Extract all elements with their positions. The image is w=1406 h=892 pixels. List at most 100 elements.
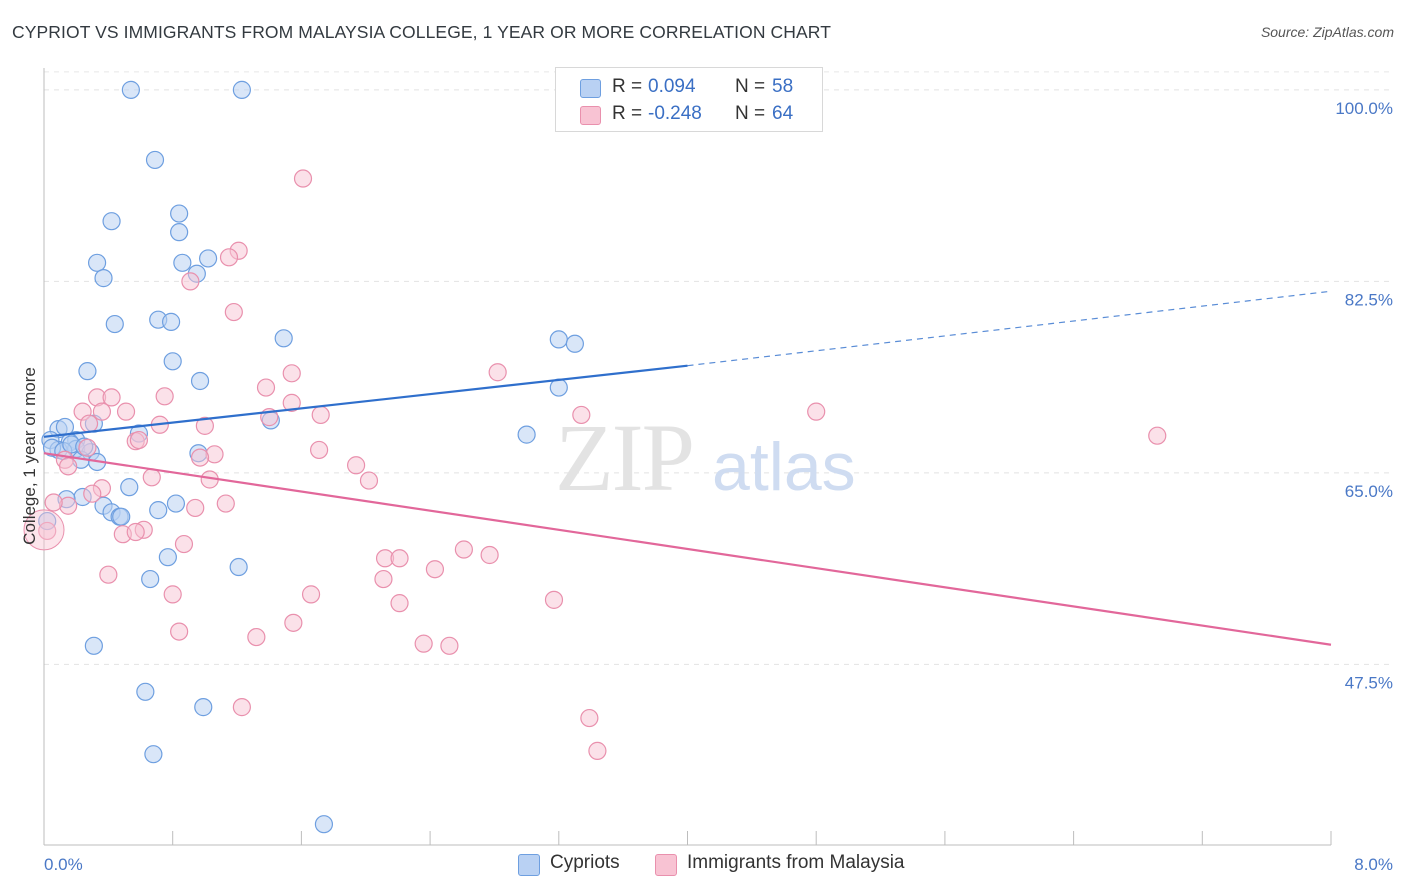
malaysia-point: [572, 405, 591, 425]
malaysia-point: [44, 493, 63, 512]
axes: [43, 68, 1332, 846]
cypriots-point: [163, 352, 182, 371]
malaysia-point: [102, 388, 121, 407]
y-tick-label: 65.0%: [1345, 482, 1393, 501]
y-axis-label: College, 1 year or more: [20, 367, 39, 545]
x-tick-label: 8.0%: [1354, 855, 1393, 874]
malaysia-point: [78, 438, 97, 457]
malaysia-point: [83, 484, 102, 503]
malaysia-point: [480, 545, 499, 565]
malaysia-point: [390, 549, 409, 568]
malaysia-point: [1148, 426, 1167, 445]
r-label: R =: [612, 103, 643, 124]
cypriots-point: [136, 682, 155, 701]
malaysia-point: [301, 585, 321, 604]
cypriots-point: [102, 212, 121, 231]
malaysia-point: [247, 627, 266, 647]
y-tick-label: 100.0%: [1335, 99, 1393, 118]
malaysia-point: [23, 509, 65, 551]
malaysia-point: [588, 741, 607, 760]
cypriots-points: [38, 80, 584, 834]
malaysia-point: [311, 405, 330, 425]
malaysia-point: [126, 522, 145, 542]
malaysia-point: [129, 430, 149, 450]
malaysia-points: [23, 169, 1167, 760]
cypriots-point: [120, 478, 139, 497]
malaysia-point: [224, 302, 243, 322]
malaysia-point: [580, 708, 599, 728]
malaysia-point: [181, 272, 200, 291]
malaysia-point: [282, 393, 301, 412]
malaysia-point: [293, 169, 313, 188]
cypriots-point: [274, 329, 293, 348]
malaysia-point: [390, 594, 409, 613]
malaysia-point: [359, 471, 379, 490]
x-tick-label: 0.0%: [44, 855, 83, 874]
cypriots-point: [190, 371, 210, 391]
malaysia-point: [174, 534, 194, 554]
n-label: N =: [735, 76, 766, 97]
malaysia-point: [190, 448, 210, 467]
y-tick-label: 82.5%: [1345, 290, 1393, 309]
cypriots-point: [194, 698, 213, 717]
malaysia-point: [544, 590, 564, 609]
malaysia-point: [346, 456, 366, 475]
malaysia-point: [219, 248, 239, 267]
cypriots-point: [145, 150, 165, 170]
cypriots-point: [78, 362, 97, 381]
malaysia-point: [163, 585, 182, 604]
malaysia-point: [216, 494, 235, 513]
malaysia-point: [488, 363, 507, 382]
r-value: -0.248: [648, 103, 702, 124]
cypriots-point: [198, 249, 218, 268]
gridlines: [44, 71, 1392, 665]
cypriots-point: [141, 569, 160, 589]
cypriots-point: [173, 253, 192, 272]
cypriots-point: [232, 80, 251, 99]
malaysia-point: [284, 613, 303, 632]
cypriots-point: [158, 548, 177, 567]
malaysia-legend-icon: [655, 854, 677, 876]
cypriots-swatch-icon: [580, 79, 601, 98]
cypriots-point: [112, 507, 131, 526]
malaysia-swatch-icon: [580, 106, 601, 125]
r-value: 0.094: [648, 76, 696, 97]
cypriots-point: [229, 557, 248, 577]
legend-label: Immigrants from Malaysia: [687, 852, 905, 873]
y-tick-label: 47.5%: [1345, 673, 1393, 692]
malaysia-point: [440, 636, 459, 655]
n-value: 58: [772, 76, 794, 97]
stats-legend: R = 0.094 N = 58 R = -0.248 N = 64: [555, 67, 823, 132]
malaysia-point: [454, 540, 473, 559]
cypriots-point: [84, 636, 103, 655]
malaysia-point: [170, 622, 189, 641]
malaysia-point: [99, 565, 118, 584]
malaysia-trend-line: [43, 452, 1332, 646]
source-label: Source: ZipAtlas.com: [1260, 24, 1394, 40]
watermark: ZIP atlas: [555, 404, 856, 511]
malaysia-point: [232, 698, 251, 717]
cypriots-point: [549, 330, 568, 349]
malaysia-point: [186, 498, 205, 518]
malaysia-point: [425, 560, 445, 579]
malaysia-point: [59, 457, 78, 476]
cypriots-point: [149, 501, 168, 520]
n-value: 64: [772, 103, 794, 124]
legend-label: Cypriots: [550, 852, 620, 873]
cypriots-point: [565, 334, 584, 353]
watermark-atlas: atlas: [712, 429, 856, 505]
tick-labels: 100.0% 82.5% 65.0% 47.5% 0.0% 8.0%: [44, 99, 1393, 874]
cypriots-point: [87, 253, 107, 272]
malaysia-point: [414, 634, 433, 653]
malaysia-point: [142, 468, 161, 487]
malaysia-point: [155, 387, 174, 406]
n-label: N =: [735, 103, 766, 124]
malaysia-point: [38, 521, 57, 541]
malaysia-point: [807, 402, 826, 421]
malaysia-point: [116, 402, 136, 421]
cypriots-legend-icon: [518, 854, 540, 876]
cypriots-point: [314, 815, 334, 834]
malaysia-point: [282, 364, 301, 383]
trend-lines: [43, 290, 1332, 646]
